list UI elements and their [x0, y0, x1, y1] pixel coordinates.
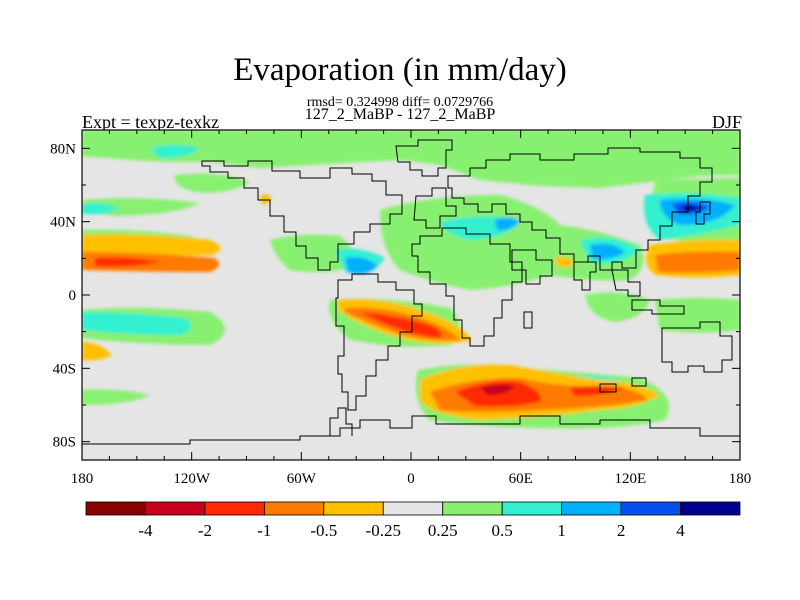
lon-tick-label: 180 [71, 471, 94, 487]
coastline-india [573, 261, 597, 291]
colorbar-swatch [620, 501, 681, 516]
lat-tick-label: 80N [50, 141, 76, 157]
lat-tick-label: 40N [50, 215, 76, 231]
lat-tick-label: 0 [69, 288, 77, 304]
colorbar-swatch [680, 501, 741, 516]
field-tropic-cyan [82, 312, 192, 335]
colorbar-swatch [323, 501, 384, 516]
map-panel: 180 120W 60W 0 60E 120E 180 80N 40N 0 40S 80S [50, 129, 751, 487]
lon-tick-label: 180 [729, 471, 752, 487]
lon-tick-label: 60E [509, 471, 533, 487]
field-satl-red [360, 312, 442, 338]
lon-tick-label: 120E [614, 471, 646, 487]
colorbar-label: -0.5 [310, 521, 337, 540]
coastline-north-america [201, 160, 403, 271]
continent-outlines [82, 139, 740, 445]
field-med-green [380, 195, 644, 290]
field-kuroshio-peak [682, 205, 700, 212]
experiment-label: Expt = texpz-texkz [82, 112, 220, 132]
coastline-greenland [395, 139, 453, 177]
field-atlantic-green [270, 234, 354, 273]
field-atlantic-blue [345, 257, 378, 274]
colorbar-swatch [382, 501, 444, 516]
coastline-antarctic-peninsula [329, 407, 353, 436]
field-cocos-yellow [260, 194, 272, 205]
coastline-madagascar [523, 311, 533, 329]
coastline-japan [695, 201, 711, 225]
colorbar-label: -0.25 [366, 521, 401, 540]
colorbar-swatch [145, 501, 206, 516]
field-arctic-cyan [150, 145, 200, 158]
coastline-south-america [335, 273, 423, 411]
lon-tick-label: 120W [173, 471, 211, 487]
colorbar-swatch [501, 501, 563, 516]
field-med-yellow [555, 256, 575, 268]
lat-tick-label: 40S [53, 361, 76, 377]
evaporation-field [82, 130, 740, 429]
field-far-south-green [82, 389, 150, 405]
field-indonesia-green [655, 298, 740, 333]
map-axes: 180 120W 60W 0 60E 120E 180 80N 40N 0 40S 80S [50, 130, 751, 487]
coastline-africa [411, 227, 523, 347]
colorbar-label: 4 [676, 521, 685, 540]
colorbar-swatch [85, 501, 146, 516]
colorbar: -4 -2 -1 -0.5 -0.25 0.25 0.5 1 2 4 [85, 501, 741, 540]
colorbar-swatch [204, 501, 265, 516]
colorbar-swatch [442, 501, 503, 516]
field-southern-darkred [480, 384, 515, 395]
coastline-southeast-asia [611, 269, 641, 297]
field-spac-yellow [82, 342, 112, 361]
field-arctic-green [82, 130, 740, 188]
field-wpac-orange [655, 251, 740, 273]
coastline-southern-islands [599, 377, 647, 393]
colorbar-label: 0.5 [492, 521, 513, 540]
colorbar-label: 2 [617, 521, 626, 540]
rmsd-diff-stats: rmsd= 0.324998 diff= 0.0729766 [306, 95, 494, 110]
colorbar-label: 0.25 [428, 521, 458, 540]
coastline-indonesia [631, 299, 685, 315]
chart-subtitle: 127_2_MaBP - 127_2_MaBP [304, 106, 496, 123]
field-westerly-cyan [82, 203, 120, 215]
colorbar-label: -1 [257, 521, 271, 540]
colorbar-label: -2 [198, 521, 212, 540]
lon-tick-label: 60W [287, 471, 317, 487]
chart-title: Evaporation (in mm/day) [233, 52, 567, 88]
coastline-antarctica [82, 415, 740, 445]
field-southern-red-east [570, 386, 625, 396]
coastline-arabia [511, 249, 553, 285]
season-label: DJF [711, 112, 742, 132]
lon-tick-label: 0 [407, 471, 415, 487]
colorbar-label: -4 [138, 521, 153, 540]
field-arabian-blue [590, 243, 625, 260]
field-npac-yellow [82, 234, 221, 256]
colorbar-swatch [263, 501, 325, 516]
colorbar-swatch [561, 501, 622, 516]
lat-tick-label: 80S [53, 435, 76, 451]
field-med-blue [495, 217, 520, 231]
coastline-eurasia [447, 147, 713, 271]
field-npac-red [95, 257, 160, 267]
coastline-australia [661, 321, 733, 373]
coastline-europe-west [413, 187, 457, 229]
colorbar-label: 1 [557, 521, 566, 540]
